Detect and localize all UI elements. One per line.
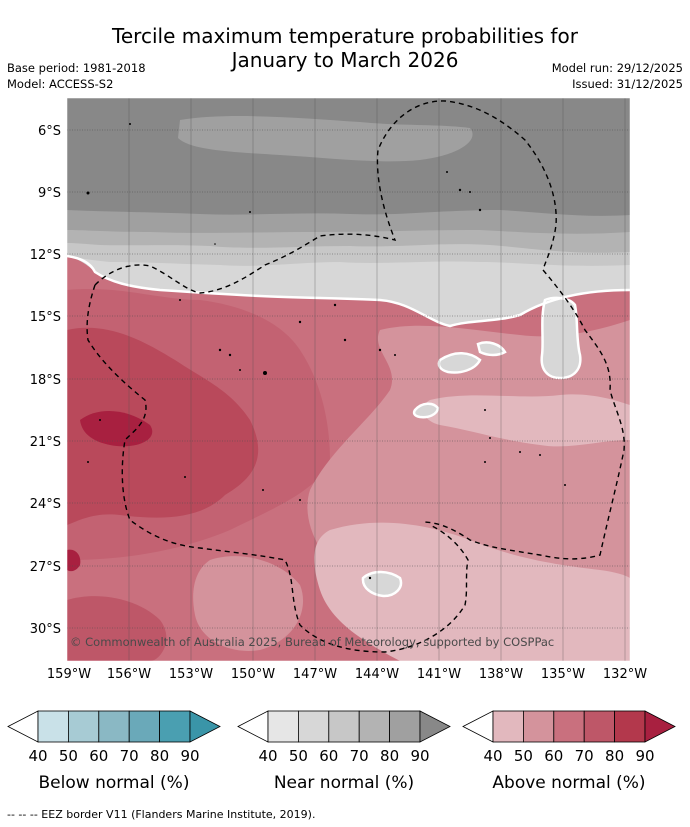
lon-label: 156°W — [107, 667, 151, 682]
lon-label: 147°W — [293, 667, 337, 682]
lon-label: 153°W — [169, 667, 213, 682]
lat-label: 27°S — [30, 560, 61, 575]
lon-label: 159°W — [47, 667, 91, 682]
probability-map: © Commonwealth of Australia 2025, Bureau… — [7, 97, 676, 793]
legend-swatch — [98, 710, 130, 743]
lat-label: 18°S — [30, 373, 61, 388]
legend-swatch — [389, 710, 421, 743]
lat-label: 30°S — [30, 622, 61, 637]
legend-swatch — [159, 710, 191, 743]
near-50-patch-e — [476, 341, 507, 357]
lon-label: 135°W — [541, 667, 585, 682]
legend-swatch — [328, 710, 360, 743]
legend-extend-low — [7, 710, 39, 743]
legend-swatch — [68, 710, 100, 743]
legend-tick-label: 50 — [514, 747, 533, 765]
latitude-labels: 6°S 9°S 12°S 15°S 18°S 21°S 24°S 27°S 30… — [30, 124, 61, 637]
meta-left: Base period: 1981-2018 Model: ACCESS-S2 — [7, 60, 146, 92]
issued-date: Issued: 31/12/2025 — [572, 77, 683, 91]
title-line-2: January to March 2026 — [231, 48, 459, 72]
legend-tick-label: 40 — [483, 747, 502, 765]
near-50-patch-a — [540, 296, 582, 380]
map-field — [67, 98, 630, 661]
near-50-patch-b — [437, 352, 482, 374]
legend-tick-label: 80 — [150, 747, 169, 765]
model-run: Model run: 29/12/2025 — [551, 61, 683, 75]
legend-above-normal: 40 50 60 70 80 90 Above normal (%) — [462, 710, 676, 793]
legend-swatch — [492, 710, 524, 743]
above-40-south — [314, 522, 630, 661]
legend-tick-label: 70 — [350, 747, 369, 765]
legend-tick-label: 40 — [28, 747, 47, 765]
legend-extend-low — [462, 710, 494, 743]
legend-title: Near normal (%) — [274, 773, 414, 793]
legend-tick-label: 60 — [319, 747, 338, 765]
legend-swatch — [267, 710, 299, 743]
legend-tick-label: 60 — [544, 747, 563, 765]
legend-tick-label: 60 — [89, 747, 108, 765]
legend-swatch — [358, 710, 391, 743]
above-70-west — [67, 288, 330, 560]
legend-below-normal: 40 50 60 70 80 90 Below normal (%) — [7, 710, 221, 793]
above-90-spot — [80, 410, 153, 447]
legend-tick-label: 50 — [59, 747, 78, 765]
legend-swatch — [128, 710, 160, 743]
legend-swatch — [297, 710, 330, 743]
legend-tick-label: 90 — [635, 747, 654, 765]
title-line-1: Tercile maximum temperature probabilitie… — [112, 24, 578, 48]
legend-tick-label: 90 — [180, 747, 199, 765]
legend-title: Above normal (%) — [492, 773, 645, 793]
legend-tick-label: 90 — [410, 747, 429, 765]
model-name: Model: ACCESS-S2 — [7, 77, 114, 91]
lon-label: 144°W — [355, 667, 399, 682]
lat-label: 12°S — [30, 248, 61, 263]
near-50-patch-c — [412, 402, 440, 419]
longitude-labels: 159°W 156°W 153°W 150°W 147°W 144°W 141°… — [47, 667, 647, 682]
above-70-southwest — [67, 596, 167, 661]
lon-label: 132°W — [603, 667, 647, 682]
legend-extend-high — [189, 710, 221, 743]
lat-label: 24°S — [30, 497, 61, 512]
lon-label: 138°W — [479, 667, 523, 682]
near-80-patch-north — [178, 116, 473, 162]
copyright-text: © Commonwealth of Australia 2025, Bureau… — [70, 635, 554, 649]
meta-right: Model run: 29/12/2025 Issued: 31/12/2025 — [552, 60, 683, 92]
above-40-east — [423, 394, 630, 447]
lat-label: 9°S — [38, 186, 61, 201]
lat-label: 15°S — [30, 310, 61, 325]
above-50-southwest — [193, 556, 304, 651]
legend-swatch — [523, 710, 555, 743]
legend-tick-label: 70 — [575, 747, 594, 765]
map-title: Tercile maximum temperature probabilitie… — [0, 24, 690, 72]
meridians — [128, 98, 626, 661]
islands — [86, 123, 566, 580]
eez-footnote: -- -- -- EEZ border V11 (Flanders Marine… — [7, 808, 316, 821]
legend-tick-label: 70 — [120, 747, 139, 765]
legend-extend-high — [419, 710, 451, 743]
lon-label: 141°W — [417, 667, 461, 682]
map-frame — [66, 97, 631, 662]
eez-borders — [86, 100, 625, 653]
legend-swatch — [553, 710, 585, 743]
near-50-patch-d — [361, 570, 403, 598]
category-boundary — [67, 254, 630, 328]
legend-extend-high — [644, 710, 676, 743]
legend-extend-low — [237, 710, 269, 743]
legend-swatch — [37, 710, 69, 743]
base-period: Base period: 1981-2018 — [7, 61, 146, 75]
legend-swatch — [583, 710, 616, 743]
legend-title: Below normal (%) — [39, 773, 190, 793]
lat-label: 6°S — [38, 124, 61, 139]
legend-tick-label: 40 — [258, 747, 277, 765]
lat-label: 21°S — [30, 435, 61, 450]
legend-tick-label: 50 — [289, 747, 308, 765]
legend-near-normal: 40 50 60 70 80 90 Near normal (%) — [237, 710, 451, 793]
legend-tick-label: 80 — [605, 747, 624, 765]
lon-label: 150°W — [231, 667, 275, 682]
legend-swatch — [614, 710, 646, 743]
legend-tick-label: 80 — [380, 747, 399, 765]
